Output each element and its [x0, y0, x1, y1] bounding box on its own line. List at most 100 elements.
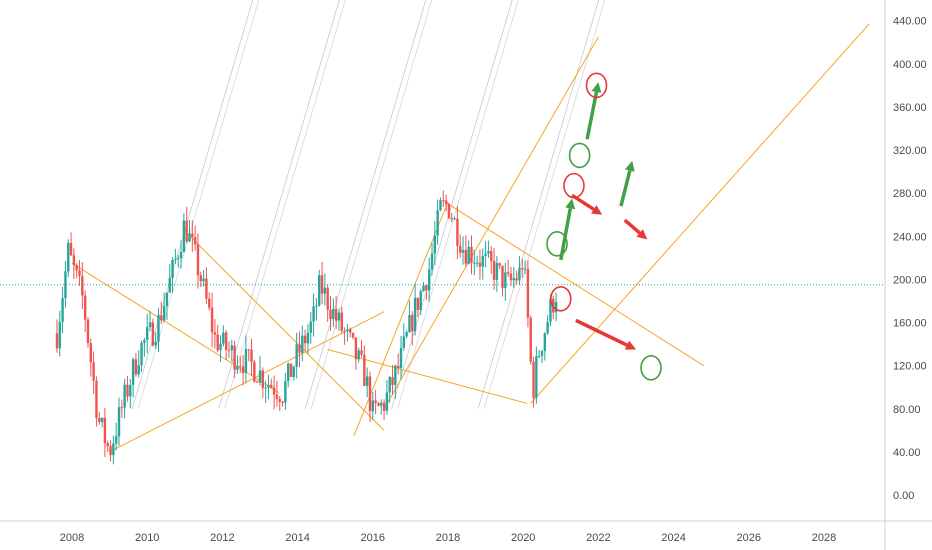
- candle-body: [309, 321, 312, 333]
- candle-body: [521, 267, 524, 270]
- candle-body: [428, 269, 431, 291]
- candle-body: [148, 322, 152, 328]
- candle-body: [402, 336, 406, 348]
- candle-body: [216, 334, 219, 351]
- candle-body: [295, 344, 298, 367]
- candle-body: [467, 246, 470, 264]
- x-tick-label: 2026: [737, 532, 761, 544]
- candle-body: [535, 356, 538, 398]
- trendline-falling-2: [184, 230, 385, 431]
- candle-body: [492, 260, 496, 280]
- candle-body: [112, 443, 115, 456]
- candle-body: [177, 258, 180, 260]
- candle-body: [193, 237, 197, 245]
- candle-body: [287, 363, 290, 382]
- candle-body: [227, 350, 231, 352]
- candle-body: [154, 341, 157, 346]
- guide-line-b-3: [397, 0, 519, 409]
- circle-red-3: [549, 286, 572, 312]
- y-tick-label: 200.00: [893, 274, 927, 286]
- candle-body: [202, 278, 205, 282]
- candle-body: [532, 361, 535, 398]
- circle-green-2: [568, 142, 591, 169]
- candle-body: [123, 384, 126, 408]
- candle-body: [332, 309, 335, 319]
- candle-body: [374, 400, 377, 404]
- candle-body: [303, 335, 307, 344]
- candle-body: [182, 220, 186, 252]
- candle-body: [261, 370, 265, 388]
- candle-body: [191, 233, 194, 238]
- x-tick-label: 2016: [361, 532, 385, 544]
- candle-body: [205, 278, 208, 299]
- candle-body: [89, 343, 92, 363]
- candle-body: [264, 387, 267, 389]
- x-tick-label: 2020: [511, 532, 535, 544]
- arrow-up-2-head: [591, 82, 602, 93]
- candle-body: [292, 366, 296, 377]
- candle-body: [131, 359, 135, 385]
- candle-body: [196, 244, 200, 276]
- candle-body: [481, 255, 484, 267]
- candle-body: [540, 350, 544, 356]
- candle-body: [188, 233, 191, 242]
- x-tick-label: 2018: [436, 532, 460, 544]
- x-tick-label: 2008: [60, 532, 84, 544]
- arrow-up-1-shaft: [559, 208, 572, 261]
- candle-body: [213, 332, 217, 335]
- arrow-up-3: [619, 160, 635, 207]
- arrow-down-1-head: [591, 205, 603, 215]
- candle-body: [241, 366, 245, 374]
- y-tick-label: 280.00: [893, 188, 927, 200]
- candle-body: [453, 218, 456, 220]
- candle-body: [67, 242, 70, 272]
- candle-body: [351, 332, 355, 338]
- trendline-rising-4: [530, 23, 870, 404]
- guide-line-b-1: [224, 0, 346, 409]
- candle-body: [537, 355, 541, 357]
- guide-line-2: [304, 0, 427, 409]
- candle-body: [484, 253, 487, 256]
- candle-body: [554, 301, 558, 313]
- candle-body: [253, 362, 256, 382]
- candle-body: [306, 332, 310, 344]
- candle-body: [368, 376, 372, 412]
- candle-body: [526, 268, 530, 318]
- candle-body: [312, 306, 315, 322]
- candle-body: [349, 329, 352, 333]
- candle-body: [543, 333, 547, 351]
- candle-body: [75, 265, 78, 271]
- candle-body: [64, 271, 67, 299]
- candle-body: [134, 359, 138, 375]
- candle-body: [255, 381, 259, 383]
- y-tick-label: 440.00: [893, 16, 927, 28]
- candle-body: [267, 384, 270, 388]
- candle-body: [151, 322, 155, 346]
- trendline-falling-3: [447, 203, 704, 367]
- candle-body: [210, 307, 214, 333]
- candle-body: [419, 291, 422, 311]
- candle-body: [549, 298, 552, 322]
- candle-body: [179, 251, 183, 259]
- candle-body: [270, 384, 273, 388]
- guide-line-b-4: [483, 0, 606, 409]
- candle-body: [275, 394, 279, 400]
- candle-body: [168, 277, 171, 293]
- candle-body: [334, 309, 338, 321]
- candle-body: [171, 259, 174, 278]
- candle-body: [146, 327, 149, 340]
- y-tick-label: 400.00: [893, 59, 927, 71]
- x-tick-label: 2022: [586, 532, 610, 544]
- candle-body: [157, 315, 160, 342]
- candle-body: [422, 285, 425, 292]
- candle-body: [117, 407, 121, 437]
- candle-body: [55, 333, 59, 349]
- candle-body: [340, 312, 343, 331]
- y-tick-label: 240.00: [893, 231, 927, 243]
- candle-body: [391, 376, 394, 385]
- candle-body: [61, 298, 64, 322]
- candle-body: [504, 272, 507, 288]
- candle-body: [487, 251, 490, 254]
- arrow-down-2-head: [636, 229, 648, 240]
- arrow-up-2: [585, 82, 602, 140]
